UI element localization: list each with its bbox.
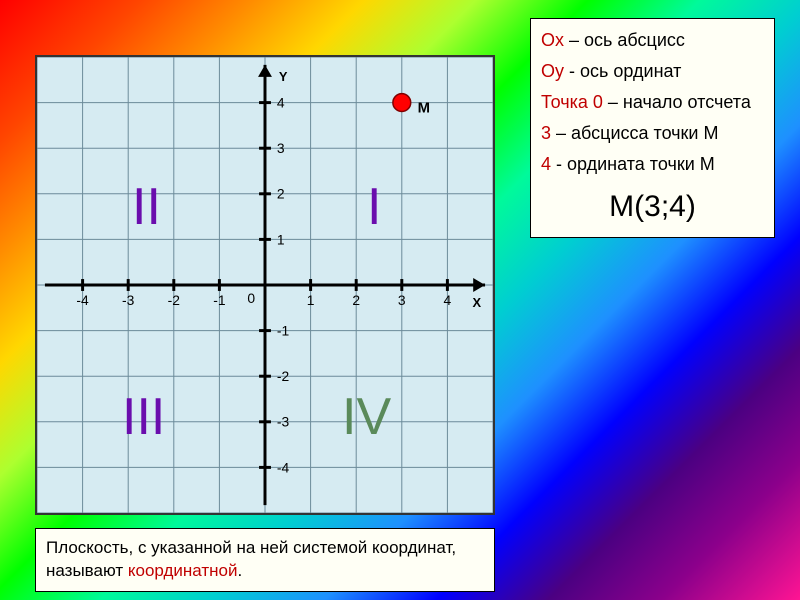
caption-pre: Плоскость, с указанной на ней системой к…: [46, 538, 456, 580]
svg-text:-2: -2: [168, 292, 181, 308]
axes: [45, 65, 485, 505]
svg-text:X: X: [473, 295, 482, 310]
info-prefix: Точка 0: [541, 92, 603, 112]
info-line: Точка 0 – начало отсчета: [541, 89, 764, 116]
svg-text:1: 1: [277, 231, 285, 247]
svg-text:-3: -3: [277, 414, 290, 430]
svg-text:4: 4: [444, 292, 452, 308]
point-m: M: [393, 94, 430, 117]
info-prefix: Ox: [541, 30, 564, 50]
svg-text:-2: -2: [277, 368, 290, 384]
quadrant-label: II: [132, 177, 161, 237]
svg-text:-1: -1: [213, 292, 226, 308]
svg-text:2: 2: [277, 186, 285, 202]
svg-text:-3: -3: [122, 292, 135, 308]
caption-box: Плоскость, с указанной на ней системой к…: [35, 528, 495, 592]
info-line: 4 - ордината точки М: [541, 151, 764, 178]
svg-text:1: 1: [307, 292, 315, 308]
svg-text:-4: -4: [76, 292, 89, 308]
info-line: Ox – ось абсцисс: [541, 27, 764, 54]
svg-text:0: 0: [247, 290, 255, 306]
svg-text:2: 2: [352, 292, 360, 308]
svg-text:3: 3: [398, 292, 406, 308]
info-line: 3 – абсцисса точки М: [541, 120, 764, 147]
info-prefix: Oy: [541, 61, 564, 81]
svg-text:Y: Y: [279, 69, 288, 84]
coordinate-plane: -4-3-2-11234-4-3-2-112340XY M IIIIIIIV: [35, 55, 495, 515]
info-rest: – ось абсцисс: [564, 30, 685, 50]
graph-svg: -4 -3 -2 -1 1 2 3 4 -4 -3 -2 -1 1 2 3 4 0 X Y M: [37, 57, 493, 513]
svg-text:-1: -1: [277, 323, 290, 339]
info-line: Oy - ось ординат: [541, 58, 764, 85]
svg-text:-4: -4: [277, 459, 290, 475]
info-prefix: 4: [541, 154, 551, 174]
quadrant-label: IV: [342, 387, 391, 447]
info-rest: - ордината точки М: [551, 154, 715, 174]
svg-text:M: M: [418, 101, 430, 117]
info-box: Ox – ось абсциссOy - ось ординатТочка 0 …: [530, 18, 775, 238]
info-rest: – абсцисса точки М: [551, 123, 718, 143]
quadrant-label: I: [367, 177, 381, 237]
info-rest: – начало отсчета: [603, 92, 751, 112]
caption-highlight: координатной: [128, 561, 238, 580]
svg-text:4: 4: [277, 95, 285, 111]
svg-text:3: 3: [277, 140, 285, 156]
info-prefix: 3: [541, 123, 551, 143]
info-rest: - ось ординат: [564, 61, 681, 81]
point-notation: M(3;4): [541, 184, 764, 229]
quadrant-label: III: [122, 387, 165, 447]
caption-post: .: [237, 561, 242, 580]
